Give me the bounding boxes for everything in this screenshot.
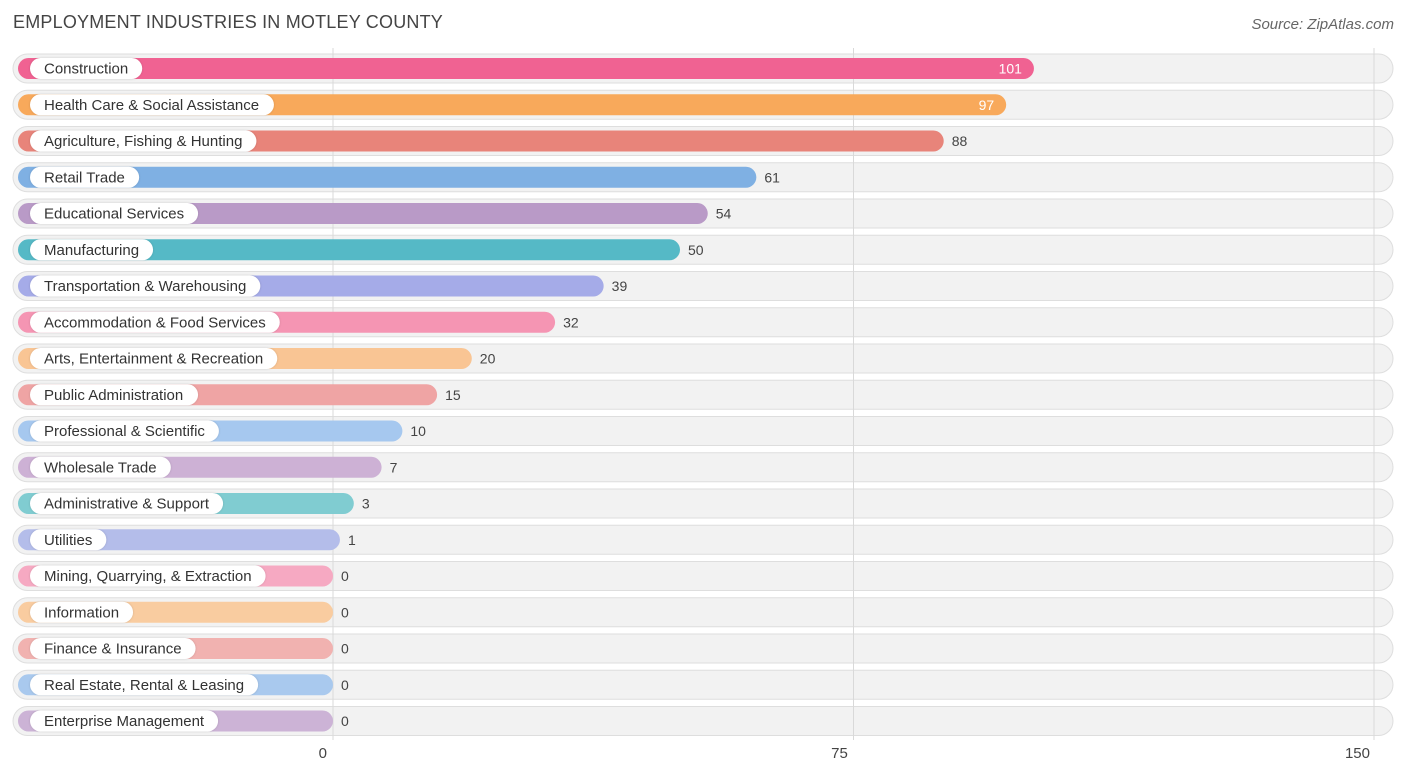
row-background <box>12 669 1394 700</box>
category-label-pill <box>30 166 140 188</box>
bar-row: Wholesale Trade 7 <box>18 456 398 478</box>
value-label: 32 <box>563 314 579 330</box>
bar-row: Public Administration 15 <box>18 384 461 406</box>
value-label: 0 <box>341 604 349 620</box>
x-tick-label: 0 <box>319 745 327 762</box>
bar-row: Educational Services 54 <box>18 203 732 224</box>
category-label-pill <box>30 239 154 261</box>
category-label: Information <box>44 604 119 621</box>
category-label-pill <box>30 348 278 369</box>
bar-row: Finance & Insurance 0 <box>18 638 349 659</box>
value-label: 88 <box>952 133 968 149</box>
category-label-pill <box>30 58 143 79</box>
value-label: 97 <box>979 97 995 113</box>
category-label-pill <box>30 710 219 732</box>
value-label: 0 <box>341 641 349 657</box>
bar-row: Agriculture, Fishing & Hunting 88 <box>18 130 968 152</box>
category-label: Public Administration <box>44 387 183 404</box>
category-label: Arts, Entertainment & Recreation <box>44 351 263 368</box>
row-background <box>12 488 1394 519</box>
value-label: 3 <box>362 496 370 512</box>
bar-row: Accommodation & Food Services 32 <box>18 311 579 333</box>
category-label: Wholesale Trade <box>44 459 157 476</box>
x-tick-label: 150 <box>1345 745 1370 762</box>
value-label: 10 <box>410 423 426 439</box>
bar-row: Health Care & Social Assistance 97 <box>18 94 1007 116</box>
value-label: 0 <box>341 677 349 693</box>
category-label-pill <box>30 674 259 696</box>
category-label: Manufacturing <box>44 242 139 259</box>
source-label: Source: ZipAtlas.com <box>1251 16 1394 33</box>
value-label: 20 <box>480 351 496 367</box>
category-label-pill <box>30 456 171 478</box>
category-label-pill <box>30 565 266 587</box>
category-label: Retail Trade <box>44 169 125 186</box>
category-label: Educational Services <box>44 206 184 223</box>
category-label: Administrative & Support <box>44 496 210 513</box>
value-label: 0 <box>341 713 349 729</box>
category-label: Finance & Insurance <box>44 641 182 658</box>
bar-row: Utilities 1 <box>18 529 356 551</box>
row-background <box>12 633 1394 664</box>
x-tick-label: 75 <box>831 745 848 762</box>
value-label: 1 <box>348 532 356 548</box>
row-background <box>12 561 1394 591</box>
value-label: 15 <box>445 387 461 403</box>
category-label-pill <box>30 493 224 514</box>
category-label: Mining, Quarrying, & Extraction <box>44 568 252 585</box>
bar <box>18 58 1034 79</box>
category-label-pill <box>30 529 107 551</box>
category-label: Professional & Scientific <box>44 423 205 440</box>
row-background <box>12 706 1394 736</box>
value-label: 61 <box>764 169 780 185</box>
row-background <box>12 524 1394 555</box>
bar-row: Arts, Entertainment & Recreation 20 <box>18 348 496 369</box>
bar-row: Construction 101 <box>18 58 1034 79</box>
x-axis: 0 75 150 <box>319 745 1370 762</box>
bar-row: Retail Trade 61 <box>18 166 780 188</box>
category-label-pill <box>30 638 196 659</box>
bar <box>18 166 757 188</box>
category-label-pill <box>30 311 280 333</box>
category-label-pill <box>30 94 274 116</box>
category-label: Enterprise Management <box>44 713 205 730</box>
row-background <box>12 597 1394 628</box>
category-label: Transportation & Warehousing <box>44 278 246 295</box>
value-label: 101 <box>999 61 1023 77</box>
value-label: 50 <box>688 242 704 258</box>
bar-row: Real Estate, Rental & Leasing 0 <box>18 674 349 696</box>
category-label: Real Estate, Rental & Leasing <box>44 677 244 694</box>
bar-row: Transportation & Warehousing 39 <box>18 275 628 297</box>
value-label: 39 <box>612 278 628 294</box>
category-label-pill <box>30 130 257 152</box>
category-label-pill <box>30 601 134 623</box>
bar-row: Enterprise Management 0 <box>18 710 349 732</box>
bar-row: Information 0 <box>18 601 349 623</box>
category-label: Agriculture, Fishing & Hunting <box>44 133 242 150</box>
bar-row: Professional & Scientific 10 <box>18 420 426 442</box>
category-label: Accommodation & Food Services <box>44 314 266 331</box>
category-label: Utilities <box>44 532 92 549</box>
value-label: 54 <box>716 206 732 222</box>
category-label: Health Care & Social Assistance <box>44 97 259 114</box>
value-label: 7 <box>390 459 398 475</box>
bar-row: Manufacturing 50 <box>18 239 704 261</box>
bar <box>18 239 680 261</box>
category-label: Construction <box>44 61 128 78</box>
chart-title: EMPLOYMENT INDUSTRIES IN MOTLEY COUNTY <box>13 12 443 32</box>
category-label-pill <box>30 275 261 297</box>
bar-row: Administrative & Support 3 <box>18 493 370 514</box>
category-label-pill <box>30 420 219 442</box>
category-label-pill <box>30 203 199 224</box>
value-label: 0 <box>341 568 349 584</box>
bar-row: Mining, Quarrying, & Extraction 0 <box>18 565 349 587</box>
category-label-pill <box>30 384 199 406</box>
